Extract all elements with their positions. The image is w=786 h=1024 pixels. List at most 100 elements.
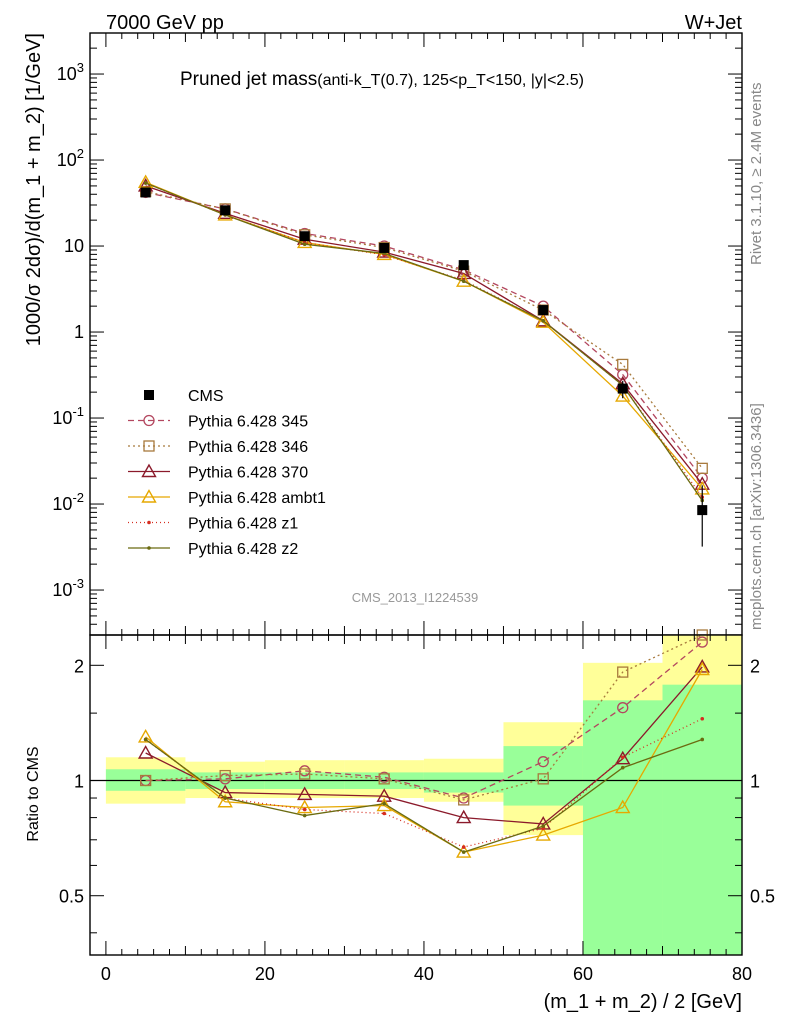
title-main: Pruned jet mass [180,69,317,90]
ratio-series-5-point-6 [620,765,625,770]
ratio-series-5-line [145,738,703,853]
x-axis-label: (m_1 + m_2) / 2 [GeV] [544,991,742,1013]
legend-label-5: Pythia 6.428 z1 [188,516,298,533]
data-point-1 [220,205,231,216]
ratio-series-5-point-4 [461,850,466,854]
ratio-axes: 0.5 0.51 12 20 20 40 60 80 [59,33,775,984]
main-y-tick-label-5-exponent: 2 [77,146,84,161]
plot-title: Pruned jet mass(anti-k_T(0.7), 125<p_T<1… [180,69,584,90]
data-point-0 [140,187,151,198]
legend-label-2: Pythia 6.428 346 [188,439,308,456]
ratio-series-5-point-1 [223,796,227,800]
ratio-y-tick-label-right-1: 1 [750,772,760,792]
ratio-series-5-point-3 [382,801,386,806]
ratio-uncertainty-bands [90,635,742,955]
ratio-series-4-line [145,718,703,848]
ratio-series-2-point-0 [137,745,154,759]
main-y-tick-label-6-exponent: 3 [77,60,84,75]
ratio-series-3-point-7 [694,661,710,676]
ratio-series-1-point-4 [458,794,470,806]
legend-label-0: CMS [188,388,224,405]
ratio-series-5-point-7 [700,737,705,742]
ratio-series-1-point-1 [219,769,231,782]
main-y-axis-label: 1000/σ 2dσ)/d(m_1 + m_2) [1/GeV] [23,33,45,346]
legend-label-6: Pythia 6.428 z2 [188,541,298,558]
ratio-series-5-point-0 [143,737,148,742]
ratio-y-tick-label-left-2: 2 [74,656,84,676]
ratio-series-0-line [145,641,703,799]
data-point-2 [299,231,310,242]
ratio-series-2-point-6 [615,750,631,765]
ratio-series-1-point-2 [299,768,311,780]
legend: CMS Pythia 6.428 345 Pythia 6.428 346 Pythi… [128,388,326,558]
mcplots-label: mcplots.cern.ch [arXiv:1306.3436] [748,403,765,630]
main-series-2-line [145,185,703,485]
data-point-6 [617,383,628,394]
ratio-y-tick-label-left-0: 0.5 [59,887,84,907]
legend-marker-1 [143,414,155,427]
x-tick-label-1: 20 [255,964,275,984]
green-band-bin-4 [423,772,504,793]
green-band-bin-7 [662,684,742,955]
main-y-tick-label-0: 10-3 [52,576,84,600]
ratio-series-3-point-6 [615,799,631,814]
ratio-series-1-point-5 [537,773,549,785]
main-series-3-point-6 [615,388,631,402]
legend-label-3: Pythia 6.428 370 [188,465,308,482]
ratio-series-0-point-6 [617,702,629,714]
main-y-tick-label-1-exponent: -2 [72,490,84,505]
main-series-1-point-6 [617,358,629,371]
ratio-y-axis-label: Ratio to CMS [25,746,42,841]
main-y-tick-label-2: 10-1 [52,404,84,428]
main-series-5-line [145,182,703,501]
green-band-bin-5 [503,746,583,806]
main-series-1-point-7 [696,462,708,474]
ratio-series-5-point-5 [541,824,546,828]
rivet-version-label: Rivet 3.1.10, ≥ 2.4M events [748,83,765,266]
main-series-5-point-0 [143,181,148,185]
ratio-series-0-point-5 [537,756,549,768]
ratio-series-4-point-4 [461,845,466,849]
main-y-tick-label-2-exponent: -1 [72,404,84,419]
ratio-series-2-point-3 [376,788,392,802]
legend-marker-2 [143,440,155,452]
x-tick-label-2: 40 [414,964,434,984]
title-sub: (anti-k_T(0.7), 125<p_T<150, |y|<2.5) [317,72,584,89]
legend-marker-0 [144,390,154,400]
main-series-3-point-5 [535,314,551,328]
legend-label-4: Pythia 6.428 ambt1 [188,490,326,507]
data-point-7 [697,505,708,516]
ratio-series-1-point-6 [617,666,629,678]
ratio-series-2-point-2 [296,786,313,801]
main-series-5-point-4 [461,279,466,284]
ratio-series-3-point-1 [217,793,233,808]
ratio-series-3-line [145,669,703,853]
legend-marker-6 [147,546,151,550]
ratio-series-2-line [145,666,703,825]
main-series-3-point-0 [137,174,154,189]
ratio-y-tick-label-left-1: 1 [74,772,84,792]
main-y-tick-label-0-exponent: -3 [72,576,84,591]
ratio-series-4-point-2 [302,807,307,812]
main-axes: 10-3 10-2 10-1 1 10 102 103 [52,32,743,636]
main-series-5-point-2 [302,242,307,247]
main-series-layer [137,174,710,547]
ratio-series-2-point-7 [694,659,710,673]
data-point-3 [379,242,390,253]
ratio-series-3-point-2 [296,799,313,814]
analysis-id: CMS_2013_I1224539 [352,590,479,605]
main-y-tick-label-1: 10-2 [52,490,84,514]
ratio-series-4-point-6 [620,755,625,760]
ratio-series-3-point-0 [137,728,154,743]
legend-marker-5 [147,520,151,525]
main-series-1-line [145,190,703,469]
data-point-4 [458,260,469,271]
ratio-y-tick-label-right-0: 0.5 [750,887,775,907]
green-band-bin-6 [582,700,663,955]
main-series-0-line [145,191,703,479]
ratio-series-4-point-7 [700,716,705,721]
main-series-2-point-4 [456,265,472,280]
ratio-series-3-point-3 [376,797,392,812]
ratio-series-5-point-2 [302,813,307,818]
